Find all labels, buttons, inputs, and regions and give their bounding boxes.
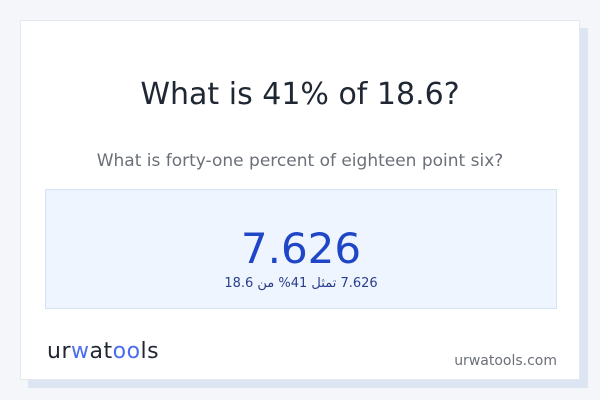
result-arabic: 7.626 تمثل 41% من 18.6: [224, 276, 378, 291]
logo: urwatools: [47, 339, 160, 364]
subtitle: What is forty-one percent of eighteen po…: [96, 151, 504, 171]
page-title: What is 41% of 18.6?: [140, 77, 460, 112]
site-url: urwatools.com: [454, 353, 557, 369]
result-card: What is 41% of 18.6? What is forty-one p…: [20, 20, 580, 380]
result-value: 7.626: [240, 224, 362, 273]
result-box: 7.626 7.626 تمثل 41% من 18.6: [45, 189, 557, 309]
